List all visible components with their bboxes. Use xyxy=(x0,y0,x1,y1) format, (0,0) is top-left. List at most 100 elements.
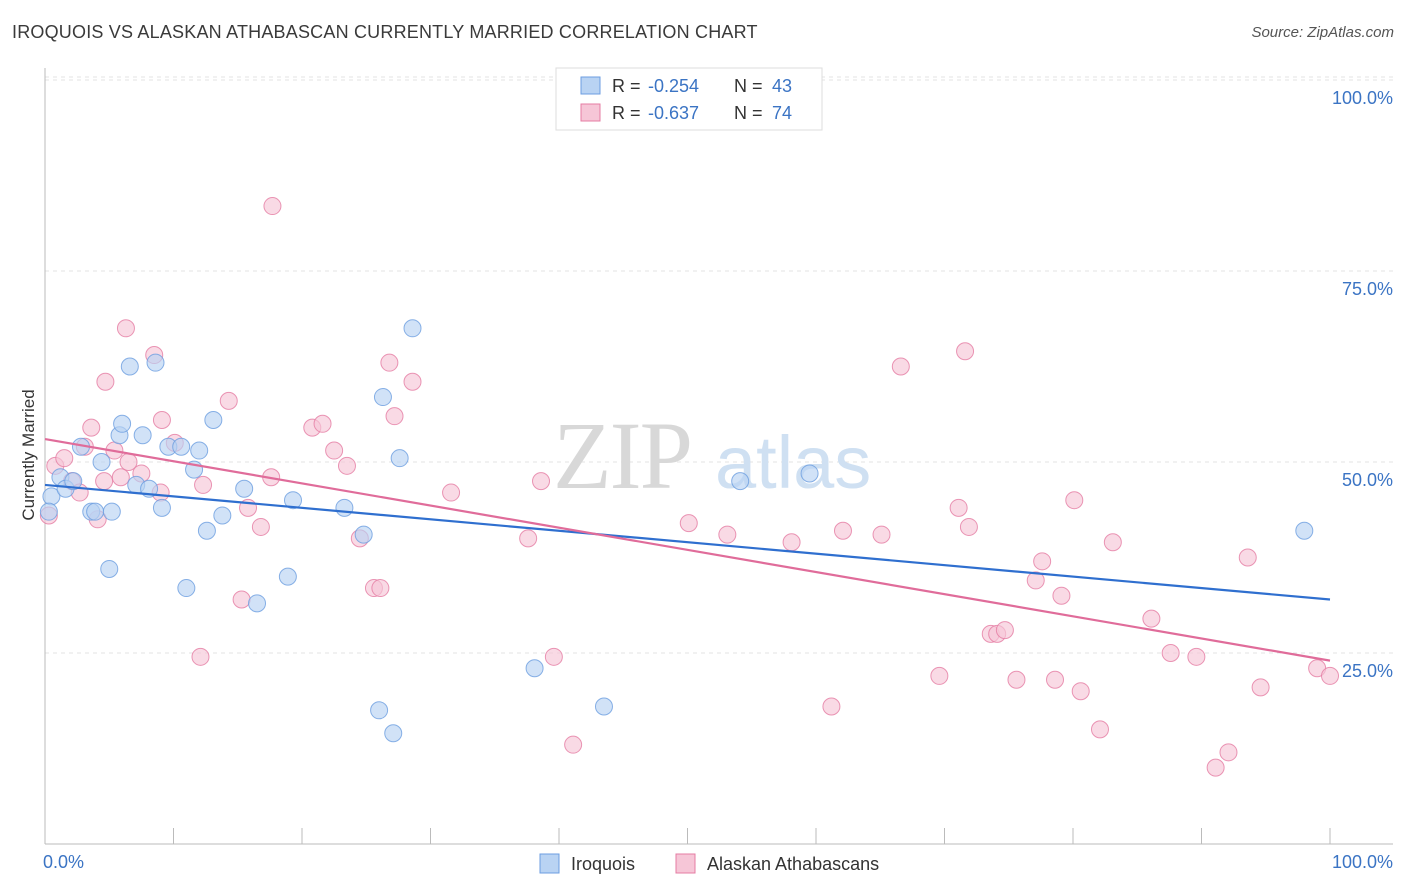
iroquois-points xyxy=(39,319,1314,743)
iroquois-point xyxy=(213,506,232,525)
alaskan-point xyxy=(872,525,891,544)
iroquois-point xyxy=(197,521,216,540)
iroquois-point xyxy=(152,498,171,517)
alaskan-point xyxy=(116,319,135,338)
alaskan-point xyxy=(191,647,210,666)
alaskan-point xyxy=(82,418,101,437)
iroquois-point xyxy=(64,472,83,491)
iroquois-point xyxy=(86,502,105,521)
iroquois-point xyxy=(177,579,196,598)
alaskan-point xyxy=(1065,491,1084,510)
alaskan-point xyxy=(385,407,404,426)
alaskan-point xyxy=(544,647,563,666)
alaskan-point xyxy=(232,590,251,609)
alaskan-point xyxy=(263,197,282,216)
stats-swatch-alaskan xyxy=(580,103,601,122)
legend-swatch-alaskan xyxy=(675,853,696,874)
alaskan-points xyxy=(39,197,1339,777)
iroquois-point xyxy=(204,410,223,429)
stats-r-value-alaskan: -0.637 xyxy=(648,103,699,123)
alaskan-point xyxy=(949,498,968,517)
alaskan-point xyxy=(1161,644,1180,662)
y-tick-label-100: 100.0% xyxy=(1332,88,1393,108)
alaskan-point xyxy=(325,441,344,460)
alaskan-point xyxy=(1033,552,1052,571)
iroquois-point xyxy=(133,426,152,445)
alaskan-point xyxy=(930,666,949,685)
alaskan-point xyxy=(1251,678,1270,697)
stats-r-label-iroquois: R = xyxy=(612,76,641,96)
trend-lines xyxy=(44,437,1331,662)
legend-label-iroquois: Iroquois xyxy=(571,854,635,874)
iroquois-point xyxy=(278,567,297,586)
iroquois-point xyxy=(190,441,209,460)
alaskan-point xyxy=(194,475,213,494)
iroquois-point xyxy=(403,319,422,338)
alaskan-point xyxy=(55,449,74,468)
alaskan-point xyxy=(371,579,390,598)
x-tick-label-min: 0.0% xyxy=(43,852,84,872)
iroquois-point xyxy=(146,353,165,372)
alaskan-point xyxy=(891,357,910,376)
stats-n-label-alaskan: N = xyxy=(734,103,763,123)
alaskan-point xyxy=(442,483,461,502)
alaskan-point xyxy=(782,533,801,552)
y-tick-label-75: 75.0% xyxy=(1342,279,1393,299)
iroquois-point xyxy=(92,453,111,471)
stats-n-label-iroquois: N = xyxy=(734,76,763,96)
alaskan-point xyxy=(1052,586,1071,605)
stats-swatch-iroquois xyxy=(580,76,601,95)
alaskan-point xyxy=(96,372,115,391)
alaskan-point xyxy=(1321,666,1339,685)
iroquois-point xyxy=(102,502,121,521)
alaskan-point xyxy=(1219,743,1238,762)
legend-label-alaskan: Alaskan Athabascans xyxy=(707,854,879,874)
alaskan-point xyxy=(1142,609,1161,628)
alaskan-point xyxy=(833,521,852,540)
alaskan-point xyxy=(718,525,737,544)
iroquois-point xyxy=(525,659,544,678)
alaskan-point xyxy=(337,456,356,475)
y-axis-title: Currently Married xyxy=(19,389,38,520)
iroquois-point xyxy=(354,525,373,544)
iroquois-point xyxy=(39,502,58,521)
y-tick-label-50: 50.0% xyxy=(1342,470,1393,490)
alaskan-point xyxy=(111,468,130,487)
alaskan-point xyxy=(532,472,551,491)
iroquois-point xyxy=(390,449,409,468)
alaskan-point xyxy=(822,697,841,716)
iroquois-trend-line xyxy=(44,483,1331,601)
alaskan-point xyxy=(1007,670,1026,689)
x-tick-label-max: 100.0% xyxy=(1332,852,1393,872)
iroquois-point xyxy=(1295,521,1314,540)
alaskan-point xyxy=(95,472,114,491)
iroquois-point xyxy=(370,701,389,720)
alaskan-trend-line xyxy=(44,437,1331,662)
iroquois-point xyxy=(800,464,819,483)
alaskan-point xyxy=(403,372,422,391)
iroquois-point xyxy=(373,388,392,407)
alaskan-point xyxy=(995,621,1014,640)
alaskan-point xyxy=(219,391,238,410)
iroquois-point xyxy=(100,559,119,578)
y-tick-label-25: 25.0% xyxy=(1342,661,1393,681)
alaskan-point xyxy=(1090,720,1109,739)
iroquois-point xyxy=(172,437,191,456)
alaskan-point xyxy=(1238,548,1257,567)
alaskan-point xyxy=(1071,682,1090,701)
alaskan-point xyxy=(1046,670,1065,689)
watermark-atlas: atlas xyxy=(715,421,871,504)
stats-box: R = -0.254 N = 43 R = -0.637 N = 74 xyxy=(555,67,823,131)
iroquois-point xyxy=(248,594,267,613)
watermark-zip: ZIP xyxy=(553,402,691,509)
alaskan-point xyxy=(956,342,975,361)
iroquois-point xyxy=(335,498,354,517)
stats-r-label-alaskan: R = xyxy=(612,103,641,123)
gridlines xyxy=(45,76,1393,654)
iroquois-point xyxy=(731,472,750,491)
stats-r-value-iroquois: -0.254 xyxy=(648,76,699,96)
iroquois-point xyxy=(284,491,303,510)
alaskan-point xyxy=(1187,647,1206,666)
legend-swatch-iroquois xyxy=(539,853,560,874)
